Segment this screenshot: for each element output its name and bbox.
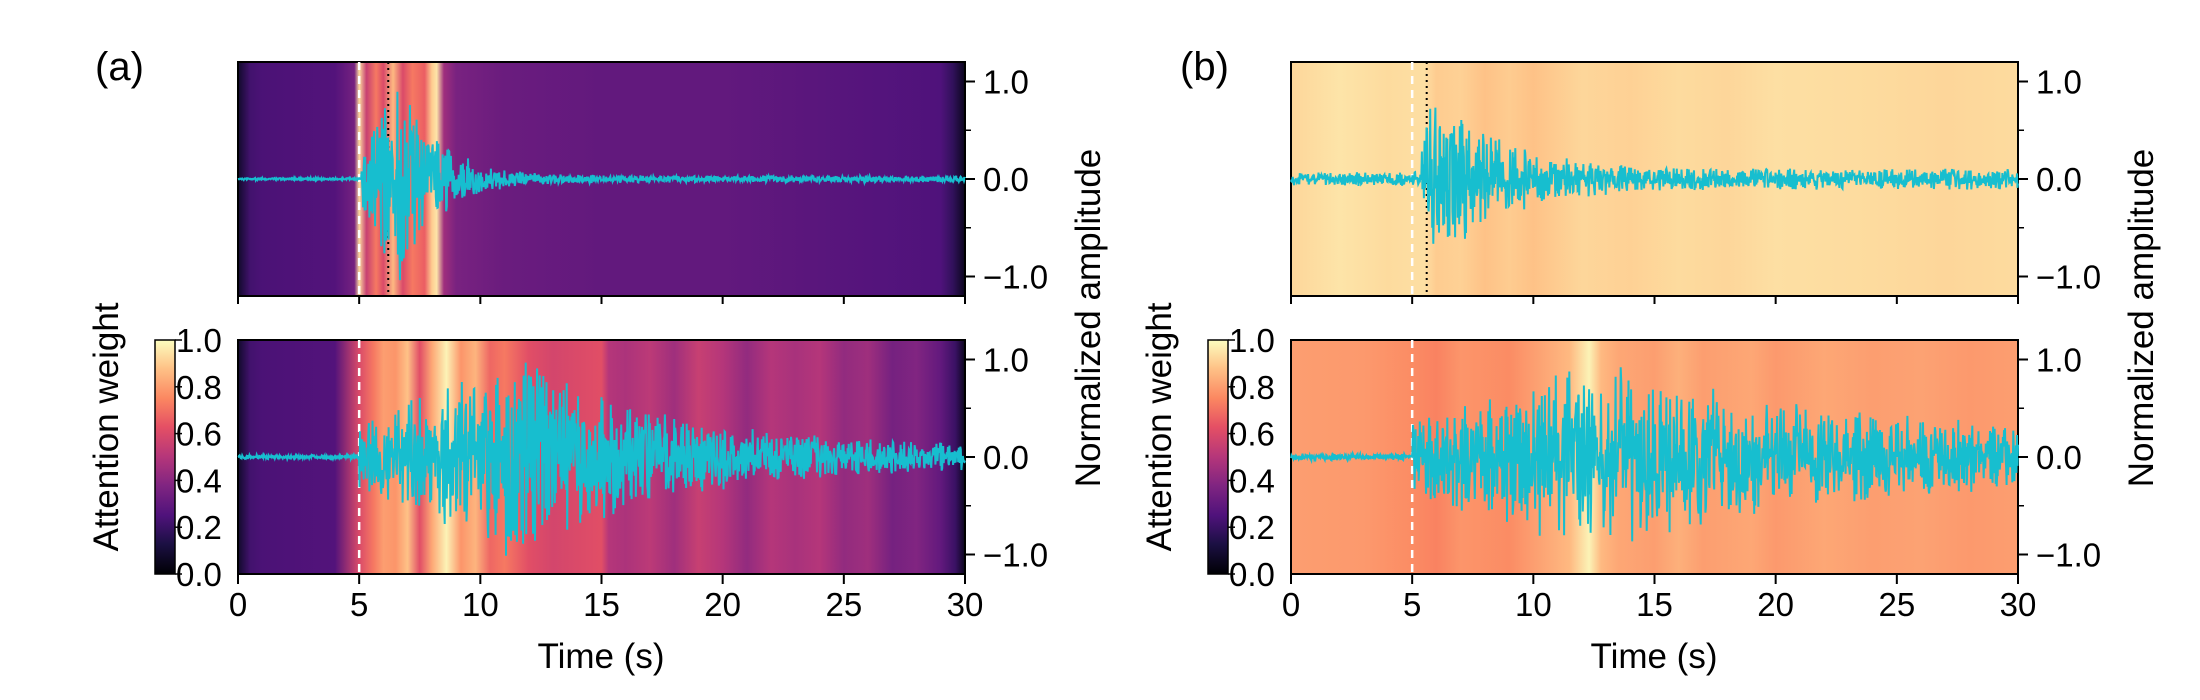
panel-a-left-ylabel: Attention weight bbox=[87, 302, 126, 551]
amplitude-tick-label: 0.0 bbox=[983, 439, 1029, 476]
panel-a-x-axis: 0 5 10 15 20 25 30 bbox=[229, 574, 984, 623]
panel-a-label: (a) bbox=[95, 45, 144, 89]
colorbar-tick-label: 0.6 bbox=[1229, 416, 1275, 453]
colorbar-tick-label: 0.8 bbox=[1229, 369, 1275, 406]
panel-b-top-waveform bbox=[1290, 107, 2019, 244]
panel-a-bottom-amplitude-axis: 1.0 0.0 −1.0 bbox=[965, 342, 1048, 574]
panel-b-right-ylabel: Normalized amplitude bbox=[2122, 149, 2161, 487]
amplitude-tick-label: −1.0 bbox=[2036, 537, 2101, 574]
colorbar-tick-label: 0.0 bbox=[176, 556, 222, 593]
x-tick-label: 25 bbox=[825, 586, 862, 623]
amplitude-tick-label: 0.0 bbox=[2036, 439, 2082, 476]
amplitude-tick-label: 0.0 bbox=[2036, 161, 2082, 198]
x-tick-label: 10 bbox=[1515, 586, 1552, 623]
x-tick-label: 0 bbox=[1282, 586, 1300, 623]
panel-a-colorbar bbox=[154, 339, 176, 575]
colorbar-tick-label: 0.4 bbox=[1229, 462, 1275, 499]
colorbar-tick-label: 0.0 bbox=[1229, 556, 1275, 593]
colorbar-tick-label: 0.2 bbox=[1229, 509, 1275, 546]
x-tick-label: 30 bbox=[2000, 586, 2037, 623]
x-tick-label: 30 bbox=[947, 586, 984, 623]
panel-a: (a) 1.0 0.0 −1.0 1.0 0.0 −1.0 Normalized amp… bbox=[87, 45, 1108, 676]
amplitude-tick-label: 1.0 bbox=[2036, 64, 2082, 101]
colorbar-tick-label: 0.2 bbox=[176, 509, 222, 546]
x-tick-label: 20 bbox=[704, 586, 741, 623]
panel-b-bottom-waveform bbox=[1290, 367, 2019, 542]
panel-a-bottom-waveform bbox=[237, 362, 966, 556]
panel-b-top-amplitude-axis: 1.0 0.0 −1.0 bbox=[1290, 64, 2101, 304]
amplitude-tick-label: −1.0 bbox=[983, 537, 1048, 574]
x-tick-label: 10 bbox=[462, 586, 499, 623]
colorbar-tick-label: 0.8 bbox=[176, 369, 222, 406]
colorbar-tick-label: 1.0 bbox=[1229, 322, 1275, 359]
x-tick-label: 5 bbox=[350, 586, 368, 623]
panel-a-top-amplitude-axis: 1.0 0.0 −1.0 bbox=[237, 64, 1048, 304]
x-tick-label: 15 bbox=[1636, 586, 1673, 623]
amplitude-tick-label: 1.0 bbox=[2036, 342, 2082, 379]
x-tick-label: 15 bbox=[583, 586, 620, 623]
panel-a-colorbar-ticks: 1.0 0.8 0.6 0.4 0.2 0.0 bbox=[175, 322, 222, 593]
amplitude-tick-label: −1.0 bbox=[983, 259, 1048, 296]
panel-b-xlabel: Time (s) bbox=[1590, 637, 1717, 676]
amplitude-tick-label: −1.0 bbox=[2036, 259, 2101, 296]
panel-b-left-ylabel: Attention weight bbox=[1140, 302, 1179, 551]
x-tick-label: 5 bbox=[1403, 586, 1421, 623]
panel-b: (b) 1.0 0.0 −1.0 1.0 0.0 −1.0 Normalized amp… bbox=[1140, 45, 2161, 676]
x-tick-label: 20 bbox=[1757, 586, 1794, 623]
panel-a-top-waveform bbox=[237, 91, 966, 281]
x-tick-label: 0 bbox=[229, 586, 247, 623]
panel-b-colorbar-ticks: 1.0 0.8 0.6 0.4 0.2 0.0 bbox=[1228, 322, 1275, 593]
amplitude-tick-label: 1.0 bbox=[983, 64, 1029, 101]
panel-b-bottom-amplitude-axis: 1.0 0.0 −1.0 bbox=[2018, 342, 2101, 574]
panel-b-label: (b) bbox=[1180, 45, 1229, 89]
panel-a-xlabel: Time (s) bbox=[537, 637, 664, 676]
amplitude-tick-label: 1.0 bbox=[983, 342, 1029, 379]
colorbar-tick-label: 1.0 bbox=[176, 322, 222, 359]
colorbar-tick-label: 0.6 bbox=[176, 416, 222, 453]
panel-b-x-axis: 0 5 10 15 20 25 30 bbox=[1282, 574, 2037, 623]
amplitude-tick-label: 0.0 bbox=[983, 161, 1029, 198]
x-tick-label: 25 bbox=[1878, 586, 1915, 623]
panel-a-right-ylabel: Normalized amplitude bbox=[1069, 149, 1108, 487]
colorbar-tick-label: 0.4 bbox=[176, 462, 222, 499]
panel-b-colorbar bbox=[1207, 339, 1229, 575]
